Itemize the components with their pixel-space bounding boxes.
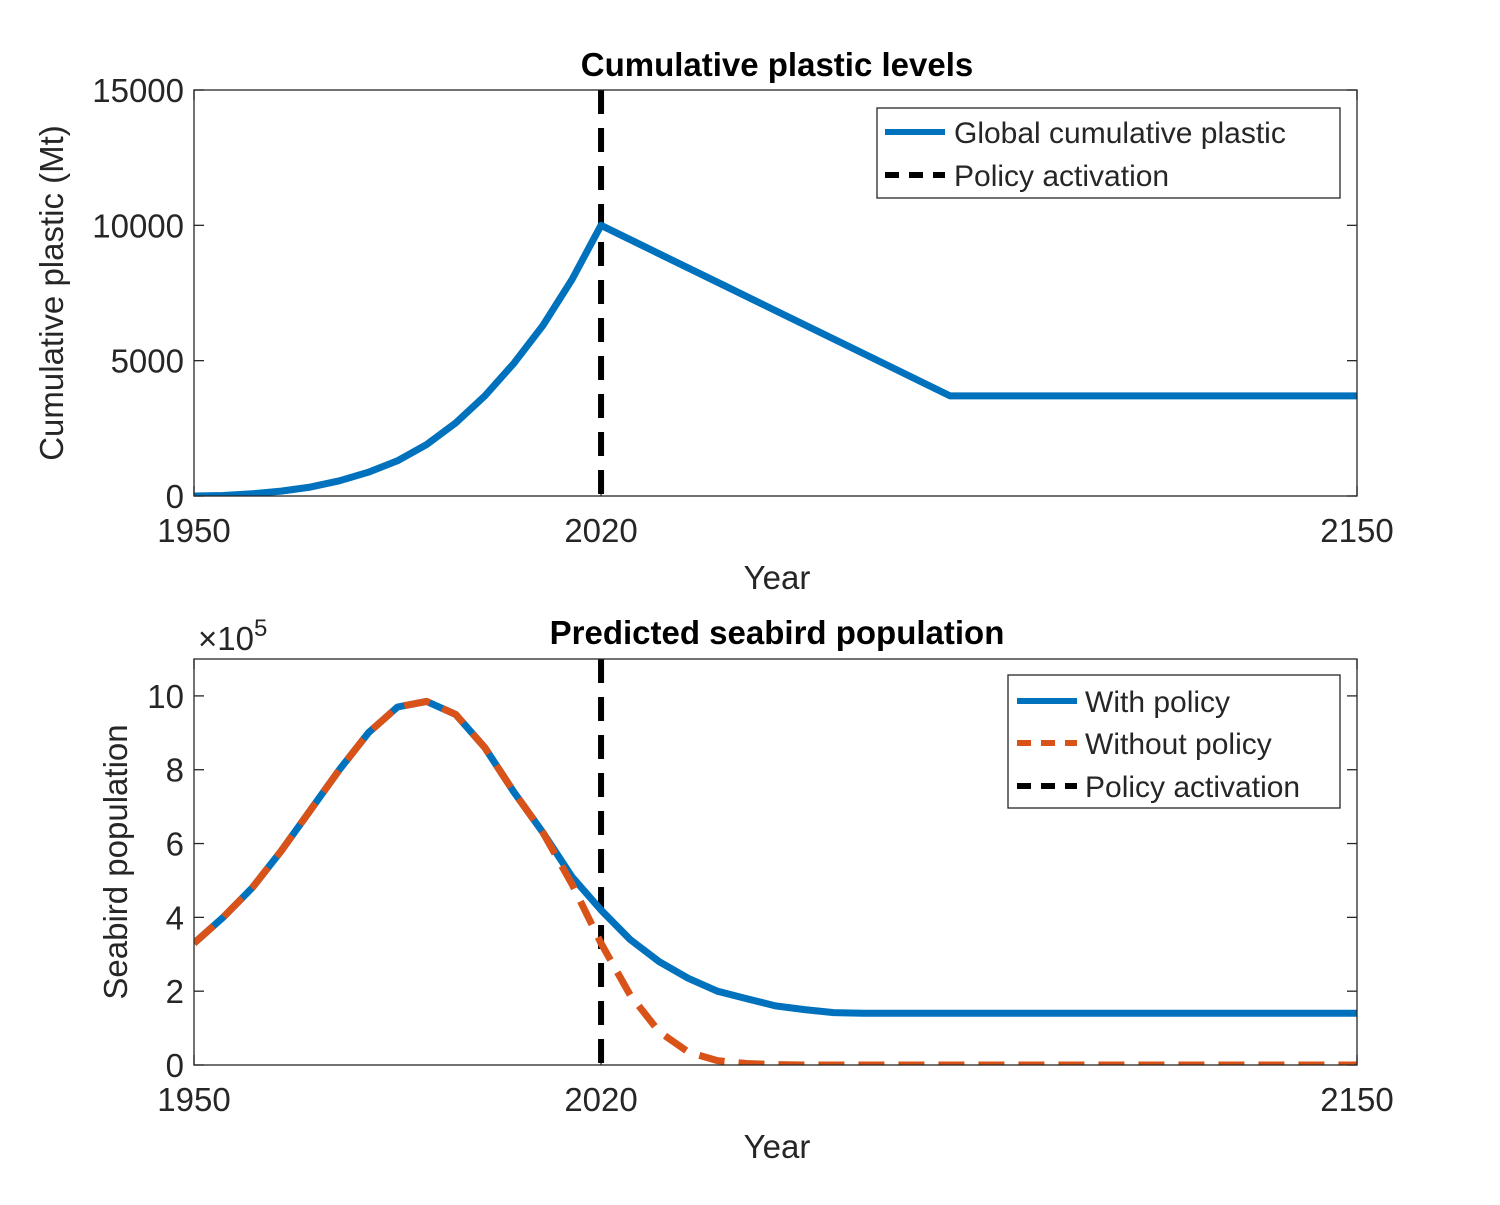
y-tick-label: 4 — [166, 899, 184, 936]
seabird-legend: With policy Without policy Policy activa… — [1007, 674, 1341, 809]
plastic-legend: Global cumulative plastic Policy activat… — [876, 107, 1341, 199]
plastic-ticks: 1950 2020 2150 0 5000 10000 15000 — [92, 72, 1393, 549]
seabird-ticks: 1950 2020 2150 0 2 4 6 8 10 — [147, 659, 1394, 1118]
plastic-legend-box — [876, 107, 1341, 199]
plastic-x-axis-label: Year — [744, 559, 811, 596]
legend-label-policy-activation: Policy activation — [954, 160, 1169, 193]
plastic-panel: Cumulative plastic levels Year Cumulativ… — [33, 46, 1394, 596]
seabird-y-multiplier: ×105 — [198, 615, 267, 657]
series-line-without-policy — [194, 697, 1357, 1065]
y-tick-label: 15000 — [92, 72, 184, 109]
y-tick-label: 10000 — [92, 207, 184, 244]
x-tick-label: 2150 — [1320, 512, 1393, 549]
seabird-x-axis-label: Year — [744, 1128, 811, 1165]
seabird-legend-box — [1007, 674, 1341, 809]
y-tick-label: 0 — [166, 1047, 184, 1084]
y-tick-label: 5000 — [111, 343, 184, 380]
plastic-plot-area — [194, 90, 1357, 496]
seabird-axes-box — [193, 658, 1358, 1066]
y-tick-label: 8 — [166, 752, 184, 789]
x-tick-label: 1950 — [157, 512, 230, 549]
seabird-plot-area — [194, 659, 1357, 1065]
seabird-chart-title: Predicted seabird population — [550, 614, 1005, 651]
seabird-y-axis-label: Seabird population — [97, 724, 134, 999]
y-tick-label: 0 — [166, 478, 184, 515]
legend-label-policy-activation-2: Policy activation — [1085, 771, 1300, 804]
legend-label-without-policy: Without policy — [1085, 728, 1272, 761]
plastic-chart-title: Cumulative plastic levels — [581, 46, 974, 83]
plastic-axes-box — [193, 89, 1358, 497]
plastic-y-axis-label: Cumulative plastic (Mt) — [33, 125, 70, 461]
legend-label-global-cumulative-plastic: Global cumulative plastic — [954, 117, 1286, 150]
x-tick-label: 2150 — [1320, 1081, 1393, 1118]
series-line-global-cumulative-plastic — [194, 221, 1357, 496]
seabird-panel: Predicted seabird population Year Seabir… — [97, 614, 1394, 1165]
legend-label-with-policy: With policy — [1085, 686, 1230, 719]
y-tick-label: 6 — [166, 826, 184, 863]
x-tick-label: 2020 — [564, 1081, 637, 1118]
x-tick-label: 2020 — [564, 512, 637, 549]
y-tick-label: 10 — [147, 678, 184, 715]
y-tick-label: 2 — [166, 973, 184, 1010]
x-tick-label: 1950 — [157, 1081, 230, 1118]
